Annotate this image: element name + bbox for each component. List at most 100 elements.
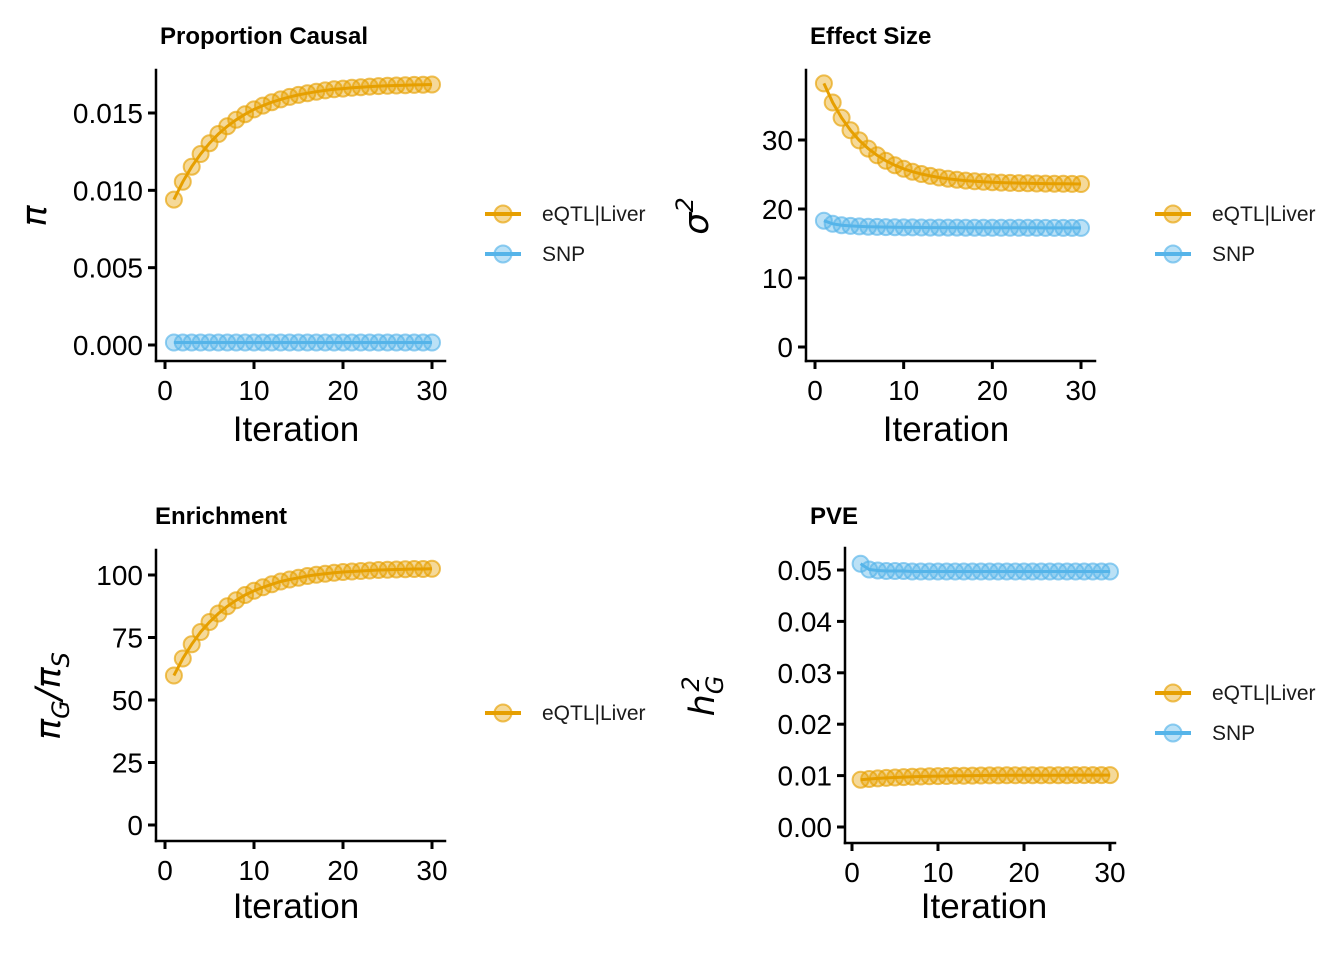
legend-key-point xyxy=(493,703,513,723)
data-point xyxy=(218,597,237,616)
x-tick-label: 20 xyxy=(977,375,1008,406)
y-tick-label: 0.00 xyxy=(778,812,833,843)
data-point xyxy=(173,649,192,668)
series-group xyxy=(164,559,441,685)
legend-key-point xyxy=(1163,244,1183,264)
series-group xyxy=(164,75,441,352)
x-axis-title: Iteration xyxy=(233,887,359,926)
x-tick-label: 20 xyxy=(327,375,358,406)
legend-key-point xyxy=(1163,683,1183,703)
data-point xyxy=(236,105,255,124)
panel-enrichment: 0 10 20 30 0 25 50 75 100 Enrichment Iteration π… xyxy=(29,503,646,926)
x-tick-label: 30 xyxy=(1094,857,1125,888)
panel-title: Effect Size xyxy=(810,23,931,50)
x-axis-title: Iteration xyxy=(921,887,1047,926)
legend: eQTL|Liver SNP xyxy=(485,203,646,266)
y-axis-title: σ2 xyxy=(671,197,717,234)
panel-proportion-causal: 0 10 20 30 0.000 0.005 0.010 0.015 Proportion C… xyxy=(15,23,646,449)
data-point xyxy=(236,586,255,604)
y-axis-title: π xyxy=(15,205,55,227)
legend-label: SNP xyxy=(1212,243,1255,266)
axes-group: 0 10 20 30 0.000 0.005 0.010 0.015 xyxy=(73,68,448,406)
legend-key-point xyxy=(493,244,513,264)
legend: eQTL|Liver xyxy=(485,702,646,725)
data-point xyxy=(423,75,441,94)
y-tick-label: 25 xyxy=(112,748,143,779)
x-tick-label: 0 xyxy=(157,855,173,886)
data-point xyxy=(876,151,895,170)
axes-group: 0 10 20 30 0 25 50 75 100 xyxy=(96,548,448,886)
legend-label: SNP xyxy=(542,243,585,266)
data-point xyxy=(182,157,201,176)
y-tick-label: 10 xyxy=(762,263,793,294)
x-tick-label: 20 xyxy=(1008,857,1039,888)
x-tick-label: 0 xyxy=(807,375,823,406)
y-tick-label: 30 xyxy=(762,125,793,156)
panel-pve: 0 10 20 30 0.00 0.01 0.02 0.03 0.04 0.05 PVE Iter… xyxy=(677,503,1316,926)
y-tick-label: 0.04 xyxy=(778,606,833,637)
y-tick-label: 20 xyxy=(762,194,793,225)
data-point xyxy=(868,146,887,165)
data-point xyxy=(173,172,192,191)
data-point xyxy=(164,190,183,209)
data-point xyxy=(423,559,441,578)
data-point xyxy=(823,93,842,112)
y-tick-label: 0 xyxy=(777,332,793,363)
series-group xyxy=(851,554,1119,789)
data-point xyxy=(218,117,237,136)
x-axis-title: Iteration xyxy=(233,410,359,449)
legend-key-point xyxy=(1163,723,1183,743)
y-tick-label: 0.015 xyxy=(73,98,143,129)
series-group xyxy=(814,74,1090,237)
y-tick-label: 100 xyxy=(96,560,143,591)
data-point xyxy=(832,108,851,127)
x-tick-label: 10 xyxy=(922,857,953,888)
x-tick-label: 10 xyxy=(888,375,919,406)
legend-label: eQTL|Liver xyxy=(1212,682,1316,705)
x-tick-label: 30 xyxy=(416,855,447,886)
legend-label: eQTL|Liver xyxy=(1212,203,1316,226)
x-tick-label: 10 xyxy=(238,375,269,406)
panel-title: PVE xyxy=(810,503,858,530)
y-tick-label: 0.000 xyxy=(73,330,143,361)
y-tick-label: 0 xyxy=(127,810,143,841)
x-tick-label: 0 xyxy=(844,857,860,888)
y-tick-label: 75 xyxy=(112,623,143,654)
data-point xyxy=(245,100,263,119)
y-axis-title: πG/πS xyxy=(29,652,75,740)
legend-key-point xyxy=(493,204,513,224)
y-tick-label: 0.010 xyxy=(73,175,143,206)
data-point xyxy=(1072,218,1090,237)
y-tick-label: 0.01 xyxy=(778,761,833,792)
legend-label: eQTL|Liver xyxy=(542,203,646,226)
data-point xyxy=(164,666,183,685)
data-point xyxy=(885,156,904,175)
x-tick-label: 30 xyxy=(1065,375,1096,406)
legend: eQTL|Liver SNP xyxy=(1155,203,1316,266)
x-tick-label: 10 xyxy=(238,855,269,886)
x-tick-label: 0 xyxy=(157,375,173,406)
data-point xyxy=(182,635,201,654)
legend-key-point xyxy=(1163,204,1183,224)
y-tick-label: 0.02 xyxy=(778,709,833,740)
legend: eQTL|Liver SNP xyxy=(1155,682,1316,745)
data-point xyxy=(1072,175,1090,193)
legend-label: SNP xyxy=(1212,722,1255,745)
y-axis-title: hG2 xyxy=(677,676,729,717)
y-tick-label: 50 xyxy=(112,685,143,716)
axes-group: 0 10 20 30 0 10 20 30 xyxy=(762,68,1097,406)
panel-title: Proportion Causal xyxy=(160,23,368,50)
data-point xyxy=(1101,562,1119,581)
y-tick-label: 0.005 xyxy=(73,253,143,284)
data-point xyxy=(227,591,246,610)
x-tick-label: 30 xyxy=(416,375,447,406)
x-axis-title: Iteration xyxy=(883,410,1009,449)
axes-group: 0 10 20 30 0.00 0.01 0.02 0.03 0.04 0.05 xyxy=(778,546,1126,888)
data-point xyxy=(1101,766,1119,785)
data-point xyxy=(227,110,246,129)
data-point xyxy=(423,333,441,352)
y-tick-label: 0.03 xyxy=(778,658,833,689)
